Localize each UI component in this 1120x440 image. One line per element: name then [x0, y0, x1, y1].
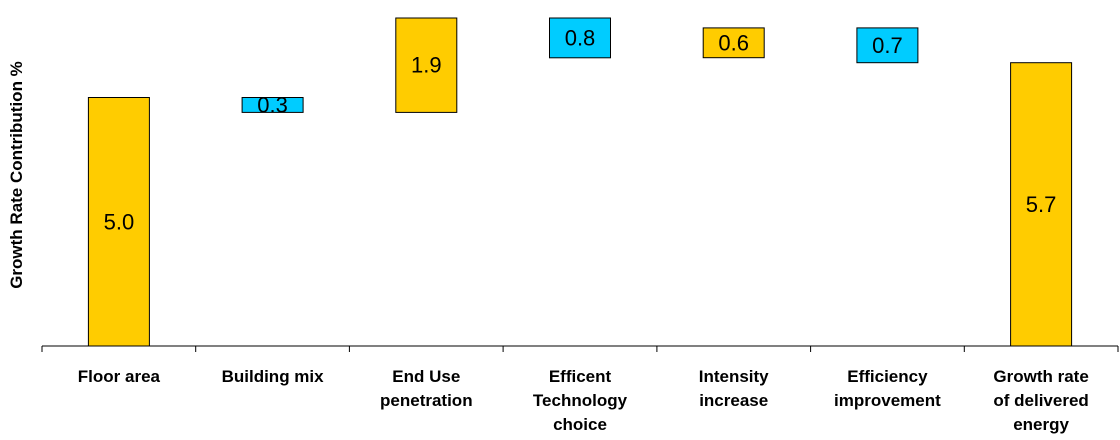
category-labels: Floor area Building mix End Use penetration…: [78, 367, 1089, 434]
bars-layer: [87, 17, 1073, 347]
category-label: Building mix: [222, 367, 325, 386]
bar: [549, 17, 611, 59]
data-label: 0.7: [872, 33, 903, 58]
category-label: End Use penetration: [380, 367, 473, 410]
bar: [87, 97, 150, 347]
bar: [241, 97, 304, 113]
data-label: 0.6: [718, 30, 749, 55]
data-labels: 5.0 0.3 1.9 0.8 0.6 0.7 5.7: [104, 25, 1057, 234]
category-label: Growth rate of delivered energy: [993, 367, 1088, 434]
data-label: 5.7: [1026, 192, 1057, 217]
data-label: 0.8: [565, 25, 596, 50]
data-label: 0.3: [257, 93, 288, 118]
data-label: 5.0: [104, 209, 135, 234]
category-label: Intensity increase: [699, 367, 769, 410]
bar: [702, 27, 765, 59]
x-axis: [41, 345, 1119, 352]
category-label: Efficiency improvement: [834, 367, 941, 410]
category-label: Efficent Technology choice: [533, 367, 628, 434]
bar: [856, 27, 919, 64]
y-axis-label: Growth Rate Contribution %: [7, 61, 26, 289]
bar: [395, 17, 458, 113]
category-label: Floor area: [78, 367, 161, 386]
data-label: 1.9: [411, 53, 442, 78]
y-axis-label-group: Growth Rate Contribution %: [7, 61, 26, 289]
